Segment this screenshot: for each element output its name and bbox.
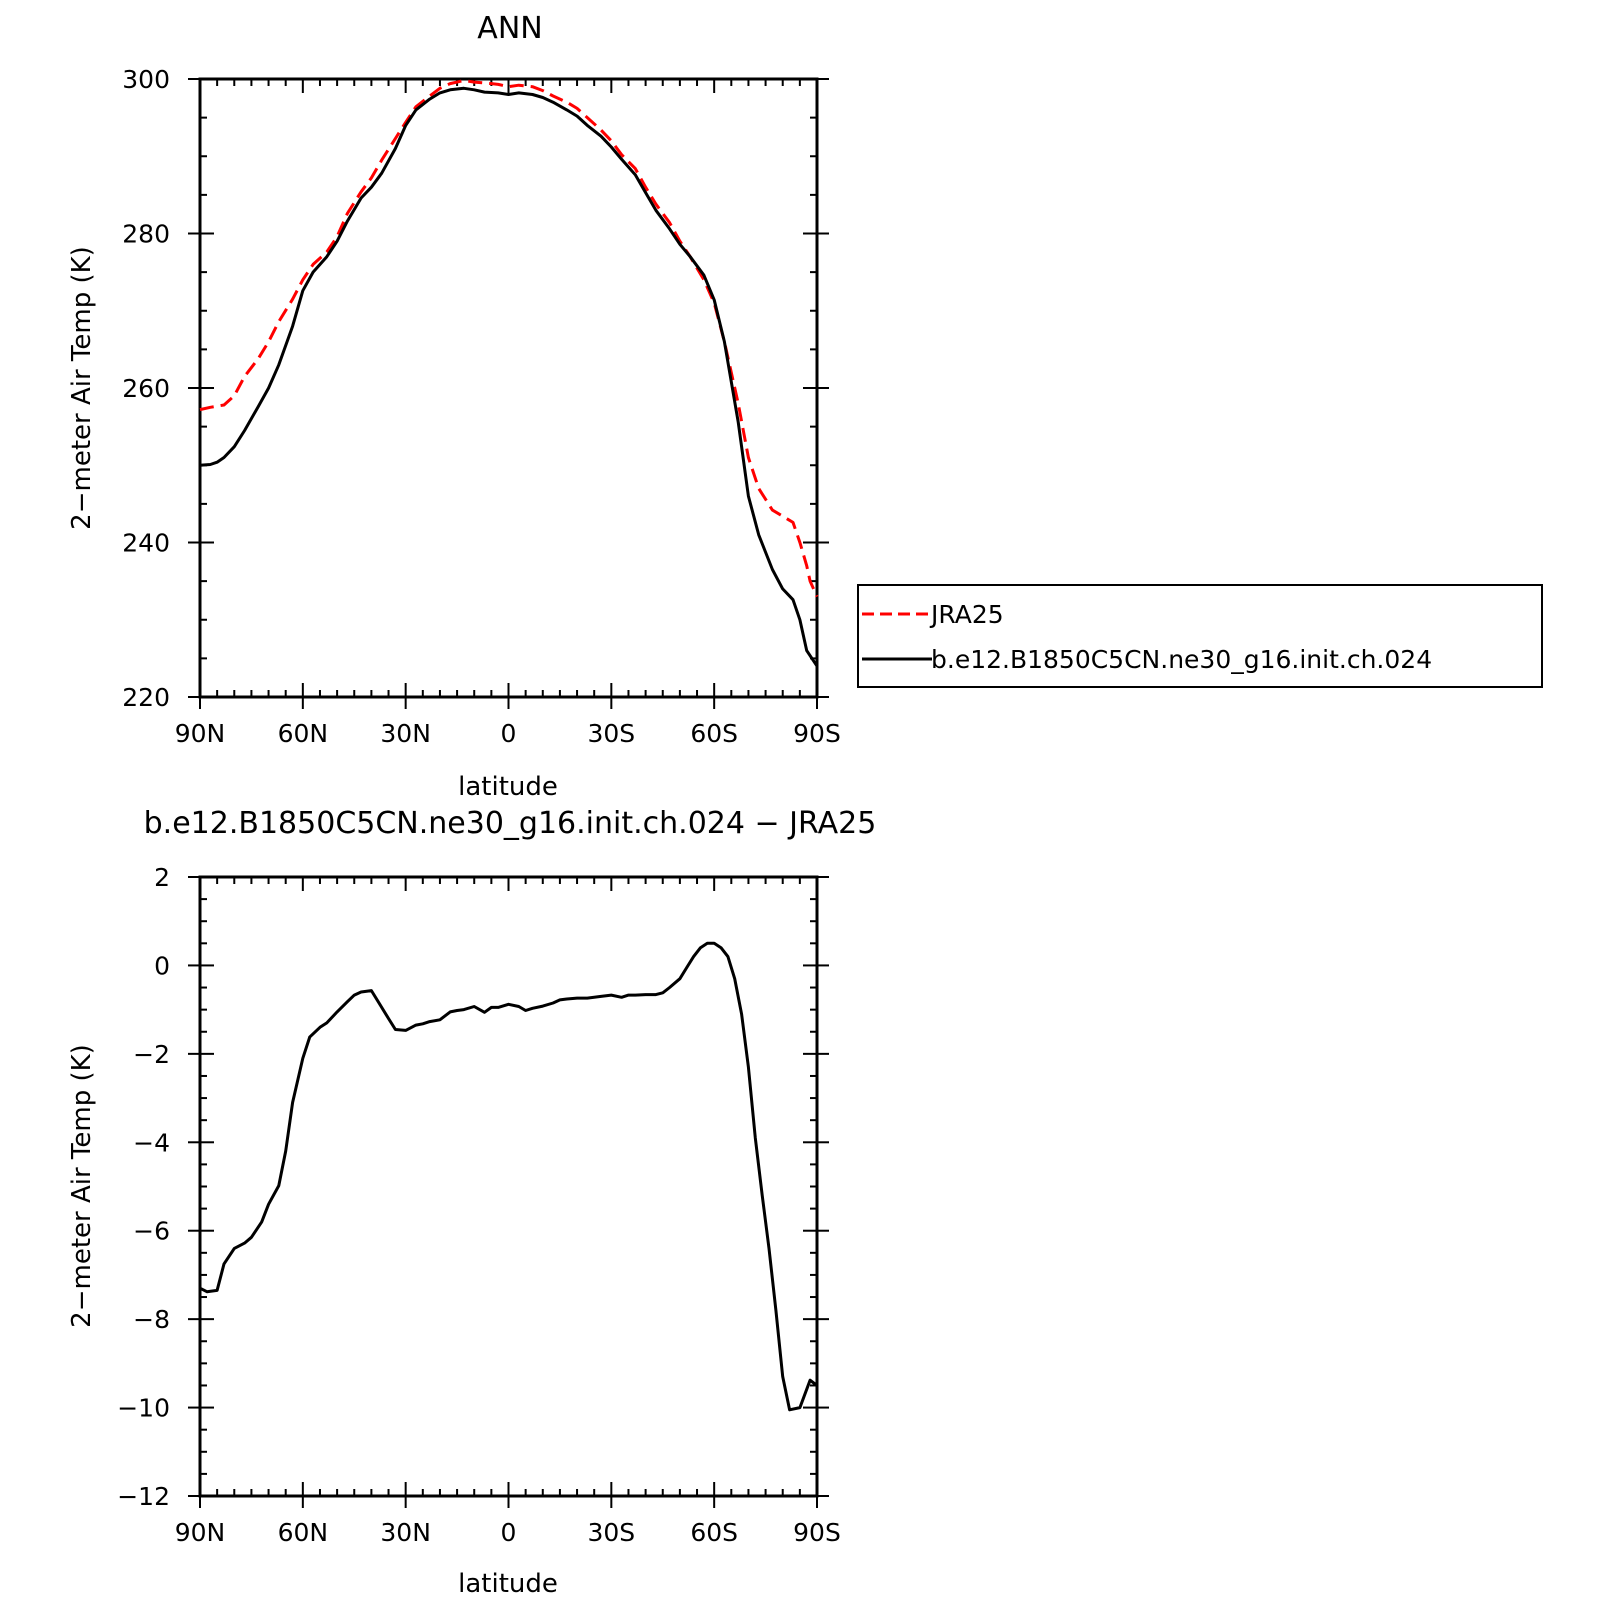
series-lines (199, 941, 818, 1412)
x-tick-label: 60S (690, 719, 738, 748)
x-axis-label: latitude (458, 1569, 558, 1599)
x-axis-label: latitude (458, 772, 558, 802)
x-tick-labels: 90N 60N 30N 0 30S 60S 90S (175, 719, 841, 748)
series-line-0 (199, 79, 819, 598)
x-tick-label: 90S (793, 1518, 841, 1547)
x-tick-label: 90N (175, 719, 226, 748)
y-tick-label: 260 (122, 374, 170, 403)
chart-title: ANN (477, 11, 542, 46)
axis-ticks (188, 876, 829, 1508)
x-tick-label: 30S (587, 1518, 635, 1547)
legend-label-jra25: JRA25 (929, 600, 1004, 629)
y-tick-label: −8 (133, 1305, 170, 1334)
y-tick-label: 2 (154, 863, 170, 892)
y-tick-label: −10 (117, 1394, 170, 1423)
x-tick-label: 60S (690, 1518, 738, 1547)
y-tick-label: 220 (122, 683, 170, 712)
x-tick-labels: 90N 60N 30N 0 30S 60S 90S (175, 1518, 841, 1547)
y-tick-label: −4 (133, 1128, 170, 1157)
x-tick-label: 90S (793, 719, 841, 748)
y-tick-label: −6 (133, 1217, 170, 1246)
y-tick-label: 0 (154, 951, 170, 980)
y-tick-label: 240 (122, 529, 170, 558)
y-tick-label: −12 (117, 1482, 170, 1511)
series-line-0 (199, 941, 818, 1412)
legend-box (857, 584, 1543, 688)
y-tick-labels: 220 240 260 280 300 (122, 65, 170, 712)
x-tick-label: 60N (278, 719, 329, 748)
series-line-1 (199, 86, 819, 667)
x-tick-label: 0 (501, 1518, 517, 1547)
y-tick-labels: 2 0 −2 −4 −6 −8 −10 −12 (117, 863, 170, 1511)
legend: JRA25 b.e12.B1850C5CN.ne30_g16.init.ch.0… (857, 584, 1543, 688)
y-axis-label: 2−meter Air Temp (K) (67, 1044, 97, 1328)
x-tick-label: 30S (587, 719, 635, 748)
y-tick-label: −2 (133, 1040, 170, 1069)
series-lines (199, 79, 819, 667)
difference-chart: b.e12.B1850C5CN.ne30_g16.init.ch.024 − J… (67, 806, 876, 1599)
zonal-mean-chart: ANN 90N 60N 30N 0 30S 60S 90S 220240260280300 … (67, 11, 1543, 802)
legend-label-model: b.e12.B1850C5CN.ne30_g16.init.ch.024 (931, 645, 1432, 674)
y-tick-label: 300 (122, 65, 170, 94)
x-tick-label: 90N (175, 1518, 226, 1547)
y-axis-label: 2−meter Air Temp (K) (67, 246, 97, 530)
x-tick-label: 60N (278, 1518, 329, 1547)
x-tick-label: 30N (380, 1518, 431, 1547)
chart-title: b.e12.B1850C5CN.ne30_g16.init.ch.024 − J… (144, 806, 877, 841)
y-tick-label: 280 (122, 220, 170, 249)
x-tick-label: 30N (380, 719, 431, 748)
x-tick-label: 0 (501, 719, 517, 748)
